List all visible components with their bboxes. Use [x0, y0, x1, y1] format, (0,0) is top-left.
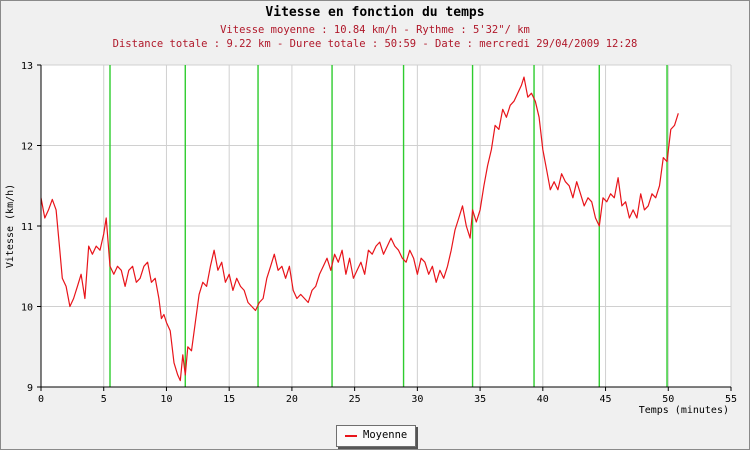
y-tick-label-11: 11: [21, 222, 33, 233]
x-tick-label-55: 55: [725, 394, 737, 405]
y-tick-label-13: 13: [21, 61, 33, 72]
x-tick-label-40: 40: [537, 394, 549, 405]
x-tick-label-35: 35: [474, 394, 486, 405]
legend: Moyenne: [336, 425, 416, 447]
x-axis-label: Temps (minutes): [639, 405, 729, 416]
x-tick-label-20: 20: [286, 394, 298, 405]
x-tick-label-45: 45: [600, 394, 612, 405]
x-tick-label-50: 50: [662, 394, 674, 405]
x-tick-label-10: 10: [160, 394, 172, 405]
legend-label-moyenne: Moyenne: [363, 429, 408, 441]
chart-subtitle-speed: Vitesse moyenne : 10.84 km/h - Rythme : …: [220, 24, 530, 36]
series-line-moyenne: [40, 76, 679, 382]
x-tick-label-30: 30: [411, 394, 423, 405]
y-tick-label-10: 10: [21, 303, 33, 314]
chart-title: Vitesse en fonction du temps: [265, 5, 485, 20]
y-tick-label-9: 9: [27, 383, 33, 394]
x-tick-label-0: 0: [38, 394, 44, 405]
y-tick-label-12: 12: [21, 142, 33, 153]
legend-swatch-moyenne: [345, 435, 357, 437]
y-axis-label: Vitesse (km/h): [5, 184, 16, 268]
chart-subtitle-distance: Distance totale : 9.22 km - Duree totale…: [112, 38, 638, 50]
x-tick-label-15: 15: [223, 394, 235, 405]
x-tick-label-25: 25: [349, 394, 361, 405]
x-tick-label-5: 5: [101, 394, 107, 405]
